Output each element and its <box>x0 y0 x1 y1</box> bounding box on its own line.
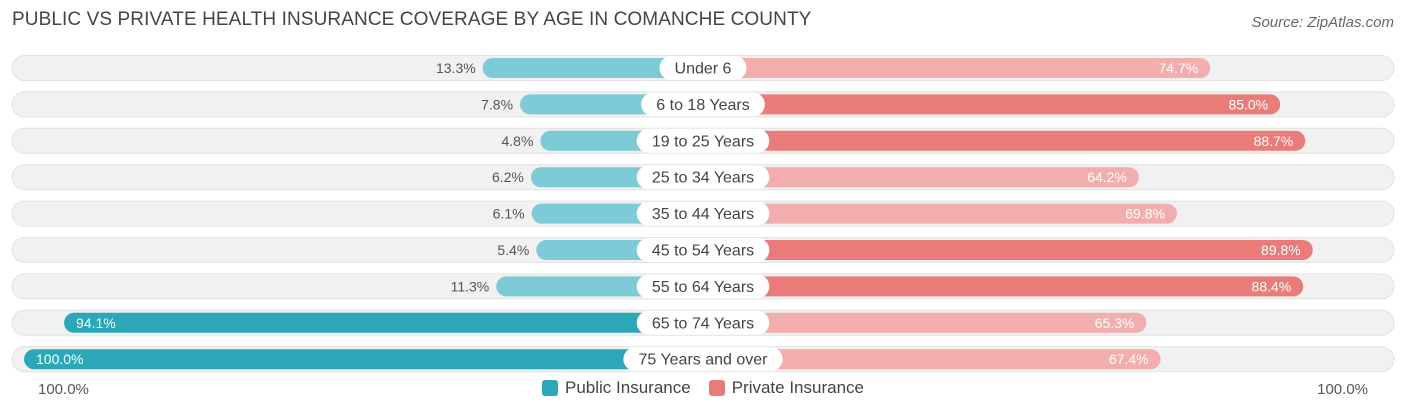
legend-item-private: Private Insurance <box>708 378 864 398</box>
legend-swatch-private <box>708 380 725 396</box>
private-value-label: 89.8% <box>1261 242 1301 258</box>
legend-label-private: Private Insurance <box>731 378 864 397</box>
public-bar <box>24 349 703 370</box>
private-value-label: 88.4% <box>1252 278 1292 294</box>
legend-swatch-public <box>542 380 558 396</box>
category-label: 35 to 44 Years <box>652 206 754 223</box>
private-bar <box>703 240 1313 260</box>
category-label: 75 Years and over <box>639 352 769 369</box>
private-value-label: 67.4% <box>1109 351 1149 367</box>
private-value-label: 74.7% <box>1159 60 1199 76</box>
private-value-label: 69.8% <box>1125 206 1165 222</box>
category-label: 19 to 25 Years <box>652 133 754 150</box>
category-pill <box>636 238 770 262</box>
private-bar <box>703 94 1281 115</box>
source-label: Source: ZipAtlas.com <box>1251 14 1394 31</box>
private-bar <box>703 312 1147 333</box>
public-value-label: 11.3% <box>451 278 490 294</box>
category-label: 55 to 64 Years <box>652 279 754 296</box>
private-bar <box>703 276 1304 297</box>
public-value-label: 7.8% <box>481 96 513 112</box>
category-pill <box>636 310 770 335</box>
category-label: Under 6 <box>675 61 732 78</box>
private-value-label: 88.7% <box>1254 133 1294 149</box>
category-pill <box>636 165 770 190</box>
private-value-label: 64.2% <box>1087 169 1127 185</box>
private-bar <box>703 167 1139 188</box>
public-value-label: 5.4% <box>497 242 529 258</box>
public-bar <box>482 58 703 78</box>
legend-item-public: Public Insurance <box>542 378 691 398</box>
category-label: 6 to 18 Years <box>656 97 749 114</box>
public-value-label: 13.3% <box>436 60 476 76</box>
public-value-label: 4.8% <box>501 133 533 149</box>
axis-right-label: 100.0% <box>1317 381 1368 398</box>
category-pill <box>636 201 770 226</box>
private-value-label: 85.0% <box>1228 96 1268 112</box>
public-bar <box>64 312 704 333</box>
category-label: 45 to 54 Years <box>652 243 754 260</box>
chart-title: PUBLIC VS PRIVATE HEALTH INSURANCE COVER… <box>12 9 812 30</box>
legend: Public Insurance Private Insurance <box>0 378 1406 398</box>
private-value-label: 65.3% <box>1095 315 1135 331</box>
category-label: 25 to 34 Years <box>652 170 754 187</box>
category-label: 65 to 74 Years <box>652 315 754 332</box>
public-value-label: 6.2% <box>492 169 524 185</box>
axis-left-label: 100.0% <box>38 381 89 398</box>
public-value-label: 100.0% <box>36 351 83 367</box>
public-value-label: 6.1% <box>493 206 525 222</box>
category-pill <box>623 347 783 372</box>
category-pill <box>636 274 770 299</box>
private-bar <box>703 58 1211 78</box>
legend-label-public: Public Insurance <box>565 378 691 397</box>
category-pill <box>659 56 747 80</box>
category-pill <box>641 92 765 117</box>
public-value-label: 94.1% <box>76 315 116 331</box>
private-bar <box>703 130 1306 151</box>
private-bar <box>703 203 1177 224</box>
private-bar <box>703 349 1161 370</box>
category-pill <box>636 128 770 153</box>
